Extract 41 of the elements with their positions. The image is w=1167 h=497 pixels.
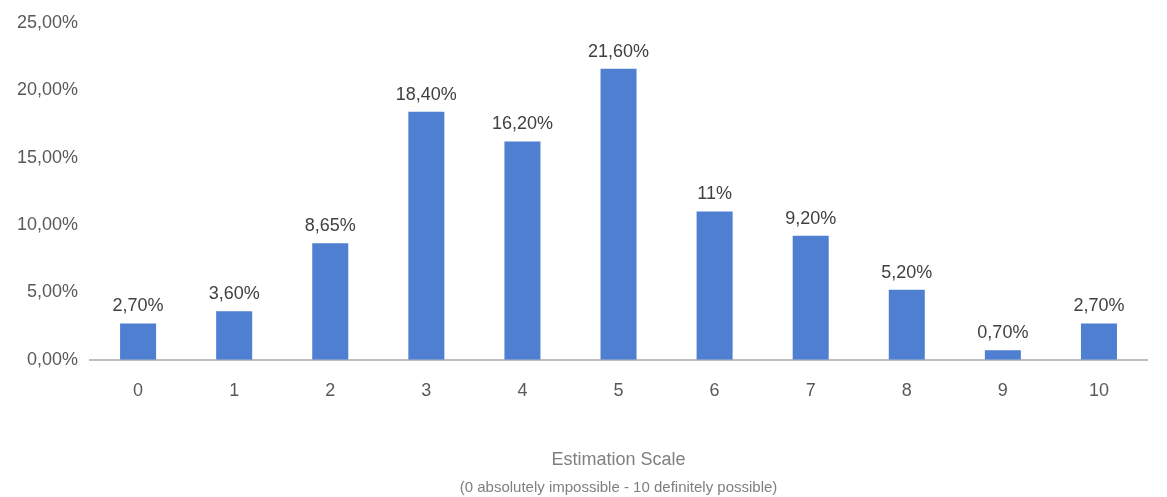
y-tick-label: 10,00% [16,213,79,234]
y-tick-label: 20,00% [16,79,79,100]
data-label: 11% [697,183,732,204]
bar [696,211,733,360]
bar [600,68,637,360]
data-label: 18,40% [395,83,457,104]
data-label: 8,65% [304,215,356,236]
x-tick-label: 3 [421,379,432,400]
bar [216,311,253,360]
x-axis-title: Estimation Scale [551,449,686,470]
x-tick-label: 5 [613,379,624,400]
bar [120,323,157,360]
x-tick-label: 2 [325,379,336,400]
data-label: 2,70% [112,295,164,316]
data-label: 0,70% [977,322,1029,343]
x-tick-label: 0 [133,379,144,400]
x-tick-label: 1 [229,379,240,400]
data-label: 16,20% [491,113,553,134]
bar [888,289,925,360]
y-tick-label: 25,00% [16,11,79,32]
x-tick-label: 6 [709,379,720,400]
text: (0 absolutely impossible - 10 definitely possible) [459,477,778,495]
bar [792,235,829,360]
data-label: 3,60% [208,283,260,304]
data-label: 5,20% [881,261,933,282]
bar [504,141,541,360]
bar [408,111,445,360]
data-label: 2,70% [1073,295,1125,316]
bar [312,243,349,360]
x-tick-label: 4 [517,379,528,400]
data-label: 21,60% [587,40,650,61]
y-tick-label: 0,00% [27,348,79,369]
data-label: 9,20% [785,207,837,228]
x-tick-label: 8 [901,379,912,400]
x-tick-label: 9 [997,379,1008,400]
x-tick-label: 7 [805,379,816,400]
x-tick-label: 10 [1088,379,1109,400]
y-tick-label: 15,00% [16,146,79,167]
y-tick-label: 5,00% [27,281,79,302]
bar [1080,323,1117,360]
bar [984,350,1021,360]
